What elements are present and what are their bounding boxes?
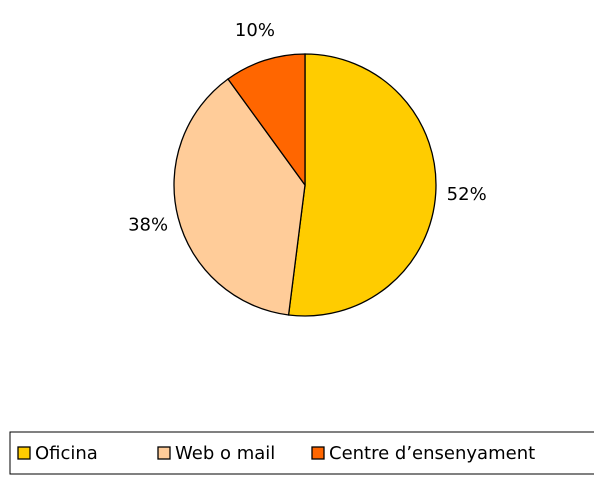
legend-label: Web o mail bbox=[175, 443, 275, 464]
legend-label: Oficina bbox=[35, 443, 98, 464]
pie-slice bbox=[227, 53, 306, 188]
data-label: 52% bbox=[447, 184, 487, 205]
legend-swatch bbox=[311, 446, 325, 460]
legend-label: Centre d’ensenyament bbox=[329, 443, 535, 464]
legend-swatch bbox=[17, 446, 31, 460]
data-label: 38% bbox=[128, 214, 168, 235]
legend: Oficina Web o mail Centre d’ensenyament bbox=[9, 431, 594, 475]
pie-slice bbox=[287, 53, 437, 317]
legend-frame bbox=[9, 431, 594, 475]
legend-swatch bbox=[157, 446, 171, 460]
pie-slice bbox=[173, 78, 306, 316]
data-label: 10% bbox=[235, 20, 275, 41]
pie: 52% 38% 10% bbox=[128, 20, 487, 317]
